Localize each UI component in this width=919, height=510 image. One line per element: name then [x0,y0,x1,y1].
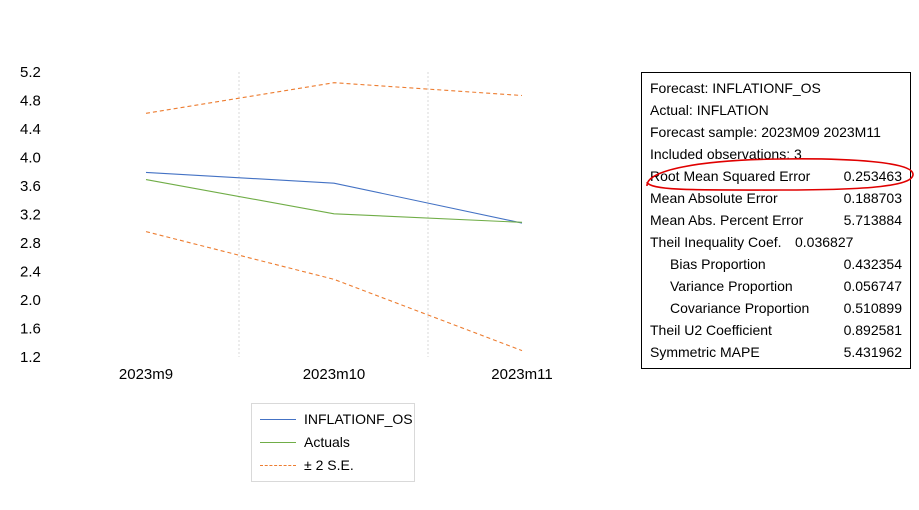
stats-text: Forecast sample: 2023M09 2023M11 [650,124,881,140]
stats-row-mape: Mean Abs. Percent Error 5.713884 [642,209,910,231]
stats-header-forecast: Forecast: INFLATIONF_OS [642,77,910,99]
stats-label: Covariance Proportion [670,300,810,316]
y-tick-label: 4.0 [20,150,41,167]
stats-header-included: Included observations: 3 [642,143,910,165]
chart-legend: INFLATIONF_OS Actuals ± 2 S.E. [251,403,415,482]
stats-label: Variance Proportion [670,278,793,294]
stats-value: 5.713884 [843,212,902,228]
stats-value: 0.188703 [843,190,902,206]
stats-text: Forecast: INFLATIONF_OS [650,80,821,96]
stats-label: Symmetric MAPE [650,344,760,360]
stats-value: 0.036827 [795,234,854,250]
series-line [145,231,523,352]
series-line [145,171,523,224]
y-tick-label: 2.0 [20,292,41,309]
y-tick-label: 5.2 [20,64,41,81]
stats-label: Mean Abs. Percent Error [650,212,804,228]
y-tick-label: 3.6 [20,178,41,195]
y-tick-label: 4.4 [20,121,41,138]
x-tick-label: 2023m11 [491,366,552,383]
stats-value: 0.510899 [843,300,902,316]
stats-row-covariance: Covariance Proportion 0.510899 [642,297,910,319]
stats-label: Theil U2 Coefficient [650,322,772,338]
y-tick-label: 1.2 [20,349,41,366]
stats-row-mae: Mean Absolute Error 0.188703 [642,187,910,209]
y-tick-label: 4.8 [20,93,41,110]
stats-text: Included observations: 3 [650,146,802,162]
forecast-stats-box: Forecast: INFLATIONF_OS Actual: INFLATIO… [641,72,911,369]
stats-value: 0.432354 [843,256,902,272]
legend-item: Actuals [260,431,350,453]
stats-row-smape: Symmetric MAPE 5.431962 [642,341,910,363]
y-tick-label: 2.8 [20,235,41,252]
legend-swatch-forecast [260,418,296,420]
x-tick-label: 2023m10 [303,366,366,383]
stats-label: Theil Inequality Coef. [650,234,782,250]
legend-swatch-actuals [260,441,296,443]
stats-value: 0.253463 [843,168,902,184]
stats-text: Actual: INFLATION [650,102,769,118]
series-line [145,82,523,114]
stats-value: 0.056747 [843,278,902,294]
stats-label: Root Mean Squared Error [650,168,811,184]
stats-value: 0.892581 [843,322,902,338]
stats-row-theil: Theil Inequality Coef. 0.036827 [642,231,910,253]
stats-header-actual: Actual: INFLATION [642,99,910,121]
stats-header-sample: Forecast sample: 2023M09 2023M11 [642,121,910,143]
stats-row-bias: Bias Proportion 0.432354 [642,253,910,275]
legend-label: INFLATIONF_OS [304,411,413,427]
y-axis: 5.2 4.8 4.4 4.0 3.6 3.2 2.8 2.4 2.0 1.6 1.2 [20,64,41,366]
legend-item: ± 2 S.E. [260,454,354,476]
legend-label: Actuals [304,434,350,450]
x-tick-label: 2023m9 [119,366,173,383]
stats-label: Bias Proportion [670,256,766,272]
stats-row-variance: Variance Proportion 0.056747 [642,275,910,297]
series-line [145,179,523,223]
y-tick-label: 2.4 [20,264,41,281]
stats-value: 5.431962 [843,344,902,360]
chart-series [145,82,523,352]
x-axis: 2023m9 2023m10 2023m11 [119,366,553,383]
stats-label: Mean Absolute Error [650,190,778,206]
y-tick-label: 3.2 [20,207,41,224]
stats-row-theil-u2: Theil U2 Coefficient 0.892581 [642,319,910,341]
legend-label: ± 2 S.E. [304,457,354,473]
chart-grid [238,72,429,357]
legend-item: INFLATIONF_OS [260,408,413,430]
legend-swatch-se [260,464,296,466]
y-tick-label: 1.6 [20,321,41,338]
stats-row-rmse: Root Mean Squared Error 0.253463 [642,165,910,187]
